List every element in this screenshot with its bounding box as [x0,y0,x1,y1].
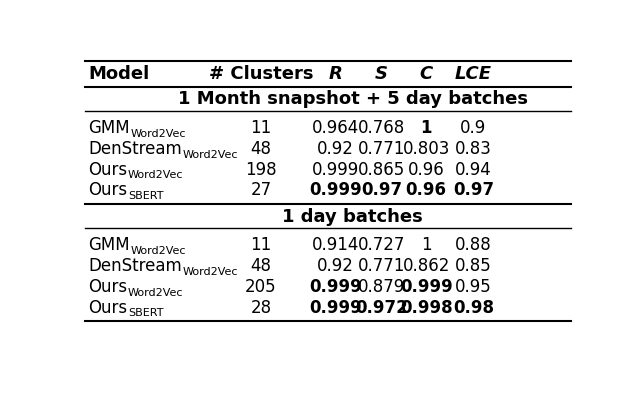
Text: 0.803: 0.803 [403,140,450,158]
Text: GMM: GMM [88,119,129,137]
Text: SBERT: SBERT [128,308,164,318]
Text: 48: 48 [250,140,271,158]
Text: GMM: GMM [88,237,129,254]
Text: 11: 11 [250,119,271,137]
Text: 0.94: 0.94 [455,161,492,178]
Text: Ours: Ours [88,161,127,178]
Text: R: R [328,65,342,83]
Text: 0.92: 0.92 [317,257,354,275]
Text: Word2Vec: Word2Vec [128,288,184,298]
Text: 28: 28 [250,299,271,317]
Text: Word2Vec: Word2Vec [182,267,238,277]
Text: Model: Model [88,65,149,83]
Text: LCE: LCE [455,65,492,83]
Text: 1: 1 [421,237,431,254]
Text: 0.771: 0.771 [358,257,405,275]
Text: 0.97: 0.97 [452,181,494,199]
Text: C: C [420,65,433,83]
Text: 0.92: 0.92 [317,140,354,158]
Text: 0.768: 0.768 [358,119,405,137]
Text: Word2Vec: Word2Vec [131,129,186,139]
Text: 1: 1 [420,119,432,137]
Text: Ours: Ours [88,299,127,317]
Text: 0.96: 0.96 [408,161,445,178]
Text: Word2Vec: Word2Vec [182,150,238,160]
Text: 198: 198 [245,161,277,178]
Text: 0.771: 0.771 [358,140,405,158]
Text: 0.83: 0.83 [455,140,492,158]
Text: 0.972: 0.972 [355,299,408,317]
Text: 0.914: 0.914 [312,237,359,254]
Text: 0.97: 0.97 [361,181,402,199]
Text: 1 day batches: 1 day batches [282,208,423,226]
Text: Ours: Ours [88,181,127,199]
Text: Word2Vec: Word2Vec [128,171,184,181]
Text: 0.999: 0.999 [309,299,362,317]
Text: 11: 11 [250,237,271,254]
Text: 0.85: 0.85 [455,257,492,275]
Text: 0.727: 0.727 [358,237,405,254]
Text: 0.865: 0.865 [358,161,405,178]
Text: 0.9: 0.9 [460,119,486,137]
Text: 0.999: 0.999 [309,181,362,199]
Text: 27: 27 [250,181,271,199]
Text: 0.96: 0.96 [406,181,447,199]
Text: 0.862: 0.862 [403,257,450,275]
Text: 0.98: 0.98 [453,299,494,317]
Text: 48: 48 [250,257,271,275]
Text: SBERT: SBERT [128,191,164,201]
Text: Word2Vec: Word2Vec [131,246,186,256]
Text: 0.999: 0.999 [309,278,362,296]
Text: S: S [375,65,388,83]
Text: 1 Month snapshot + 5 day batches: 1 Month snapshot + 5 day batches [178,90,528,108]
Text: DenStream: DenStream [88,257,182,275]
Text: Ours: Ours [88,278,127,296]
Text: 205: 205 [245,278,277,296]
Text: # Clusters: # Clusters [209,65,314,83]
Text: 0.999: 0.999 [400,278,452,296]
Text: 0.998: 0.998 [400,299,452,317]
Text: 0.964: 0.964 [312,119,359,137]
Text: 0.95: 0.95 [455,278,492,296]
Text: 0.999: 0.999 [312,161,359,178]
Text: DenStream: DenStream [88,140,182,158]
Text: 0.879: 0.879 [358,278,405,296]
Text: 0.88: 0.88 [455,237,492,254]
